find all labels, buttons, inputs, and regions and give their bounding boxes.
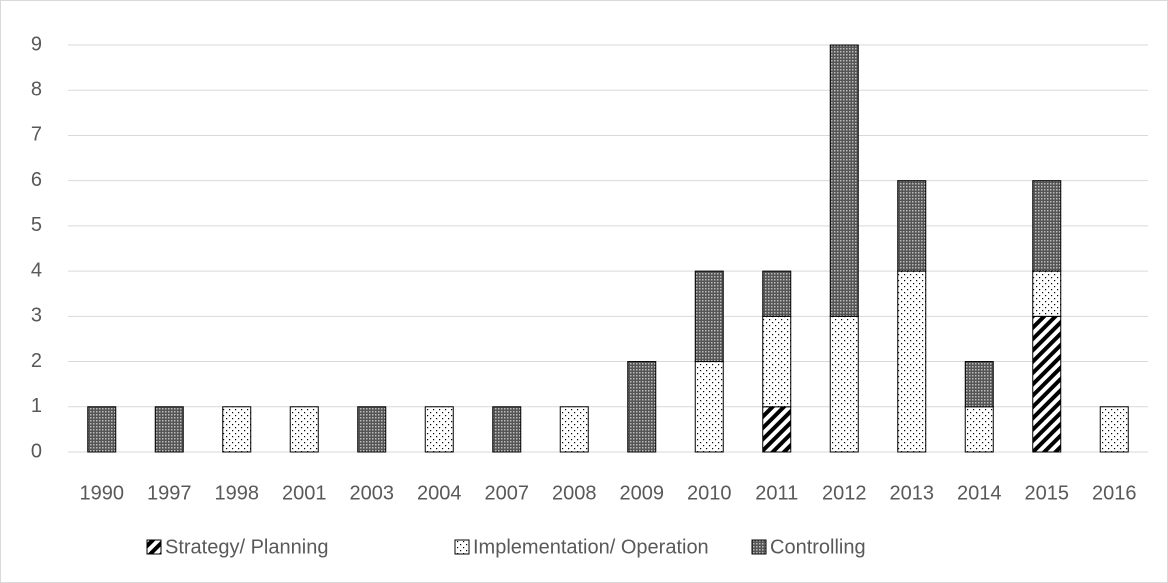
bar-segment [1099, 406, 1129, 453]
bar-segment [1032, 180, 1062, 272]
bar-segment [762, 406, 792, 453]
x-tick-label: 2010 [687, 482, 732, 504]
bar-segment [492, 406, 522, 453]
bar-segment [694, 361, 724, 453]
bar-segment [154, 406, 184, 453]
x-tick-label: 2007 [485, 482, 530, 504]
bar-segment [762, 270, 792, 317]
x-tick-label: 1998 [215, 482, 260, 504]
y-tick-label: 9 [31, 33, 42, 55]
bar-segment [627, 361, 657, 453]
bar-segment [829, 315, 859, 453]
legend-label: Controlling [770, 536, 866, 558]
y-tick-label: 1 [31, 395, 42, 417]
bar-segment [897, 180, 927, 272]
bar-segment [964, 406, 994, 453]
bar-segment [289, 406, 319, 453]
x-tick-label: 2011 [755, 482, 798, 504]
bar-segment [87, 406, 117, 453]
legend-swatch [146, 539, 162, 555]
legend-label: Implementation/ Operation [473, 536, 709, 558]
x-tick-label: 1990 [80, 482, 125, 504]
bar-segment [964, 361, 994, 408]
bar-segment [357, 406, 387, 453]
y-tick-label: 4 [31, 259, 42, 281]
bar-segment [694, 270, 724, 363]
x-tick-label: 2009 [620, 482, 665, 504]
bar-segment [1032, 315, 1062, 453]
legend-swatch [751, 539, 767, 555]
y-tick-label: 0 [31, 440, 42, 462]
y-tick-label: 3 [31, 305, 42, 327]
bar-segment [222, 406, 252, 453]
x-tick-label: 1997 [147, 482, 192, 504]
x-tick-label: 2015 [1025, 482, 1070, 504]
x-tick-label: 2004 [417, 482, 462, 504]
x-tick-label: 2012 [822, 482, 867, 504]
y-tick-label: 7 [31, 124, 42, 146]
y-tick-label: 6 [31, 169, 42, 191]
x-tick-label: 2014 [957, 482, 1002, 504]
legend-swatch [454, 539, 470, 555]
x-tick-label: 2003 [350, 482, 395, 504]
bar-segment [1032, 270, 1062, 317]
x-tick-label: 2008 [552, 482, 597, 504]
x-tick-label: 2013 [890, 482, 935, 504]
bar-segment [424, 406, 454, 453]
y-tick-label: 8 [31, 79, 42, 101]
y-tick-label: 5 [31, 214, 42, 236]
bar-segment [762, 315, 792, 408]
bar-segment [829, 44, 859, 317]
y-tick-label: 2 [31, 350, 42, 372]
bar-segment [897, 270, 927, 453]
x-tick-label: 2001 [282, 482, 327, 504]
x-tick-label: 2016 [1092, 482, 1137, 504]
legend-label: Strategy/ Planning [165, 536, 328, 558]
bar-segment [559, 406, 589, 453]
